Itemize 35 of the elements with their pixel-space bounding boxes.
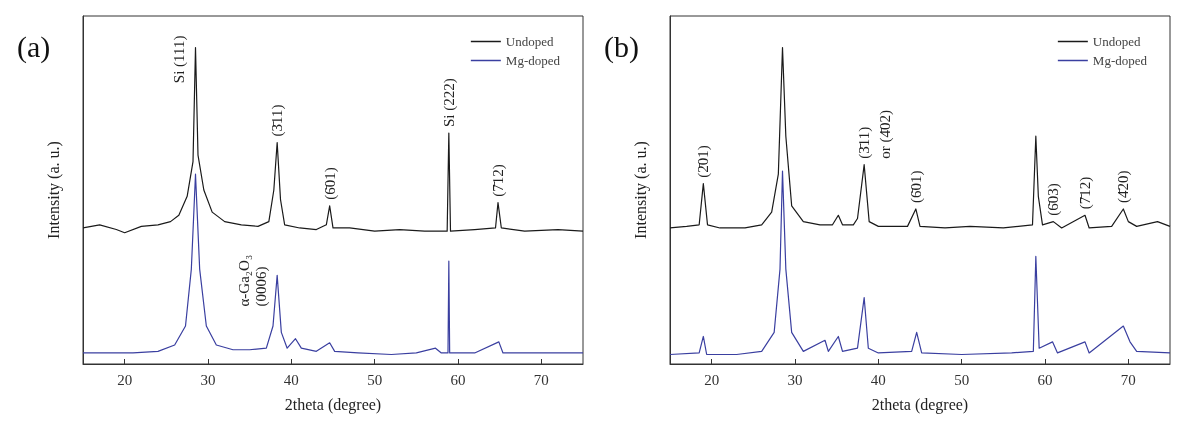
- x-tick-label: 50: [954, 371, 970, 388]
- annotation: α-Ga₂O₃ (0006): [235, 254, 270, 307]
- annotation: (3̄11): [269, 104, 287, 137]
- y-axis-title: Intensity (a. u.): [44, 141, 63, 239]
- x-axis-title: 2theta (degree): [284, 395, 382, 414]
- legend-label: Mg-doped: [1092, 53, 1148, 68]
- annotation: or (4̄02): [877, 109, 895, 159]
- x-tick-label: 70: [533, 371, 549, 388]
- y-axis-title: Intensity (a. u.): [631, 141, 650, 239]
- legend-label: Undoped: [505, 34, 554, 49]
- x-tick-label: 40: [283, 371, 299, 388]
- x-tick-label: 40: [870, 371, 886, 388]
- legend-label: Mg-doped: [505, 53, 561, 68]
- annotation: (6̄03): [1045, 183, 1063, 216]
- annotation: (7̄12): [490, 164, 507, 197]
- annotation: (3̄11): [856, 126, 874, 159]
- x-tick-label: 70: [1120, 371, 1136, 388]
- annotation: (6̄01): [907, 170, 925, 203]
- chart-title: (a): [17, 29, 51, 64]
- annotation: Si (222): [440, 78, 458, 128]
- annotation: (4̄20): [1115, 170, 1133, 203]
- annotation: (7̄12): [1077, 176, 1094, 210]
- legend-label: Undoped: [1092, 34, 1141, 49]
- x-tick-label: 50: [367, 371, 383, 388]
- x-tick-label: 20: [117, 371, 133, 388]
- annotation: Si (111): [171, 35, 188, 84]
- chart-title: (b): [604, 29, 639, 64]
- x-tick-label: 60: [450, 371, 466, 388]
- x-axis-title: 2theta (degree): [871, 395, 969, 414]
- annotation: (6̄01): [321, 167, 339, 200]
- annotation: (2̄01): [695, 145, 713, 178]
- x-tick-label: 30: [200, 371, 216, 388]
- x-tick-label: 30: [787, 371, 803, 388]
- x-tick-label: 20: [704, 371, 720, 388]
- x-tick-label: 60: [1037, 371, 1053, 388]
